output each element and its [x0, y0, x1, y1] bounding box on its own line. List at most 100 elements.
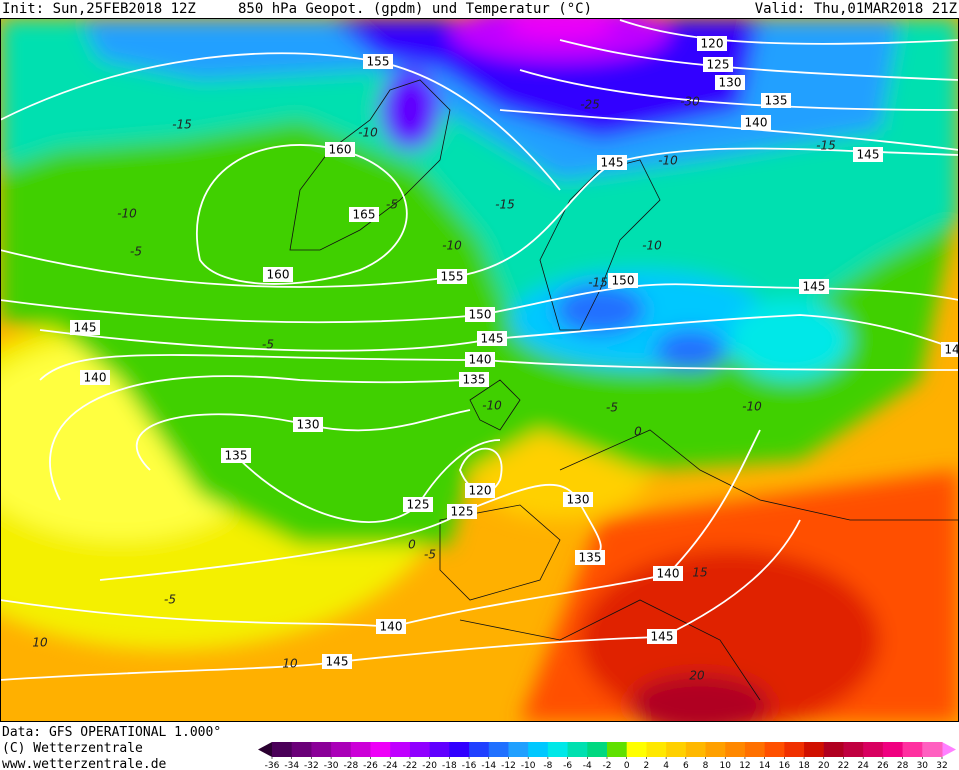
colorbar-segment	[823, 742, 844, 757]
colorbar-tick-label: 22	[838, 761, 849, 770]
temperature-label: -25	[580, 98, 600, 112]
colorbar-under	[258, 742, 272, 757]
geopotential-label: 160	[267, 268, 290, 282]
colorbar-segment	[567, 742, 588, 757]
geopotential-label: 135	[579, 551, 602, 565]
geopotential-label: 145	[857, 148, 880, 162]
geopotential-label-box	[715, 75, 745, 90]
colorbar-tick-label: 6	[683, 761, 689, 770]
geopotential-label: 120	[469, 484, 492, 498]
colorbar-segment	[331, 742, 352, 757]
colorbar-segment	[607, 742, 628, 757]
geopotential-label: 145	[74, 321, 97, 335]
geopotential-label: 135	[463, 373, 486, 387]
colorbar-segment	[311, 742, 332, 757]
colorbar-segment	[902, 742, 923, 757]
geopotential-label-box	[465, 483, 495, 498]
colorbar-tick-label: 16	[779, 761, 791, 770]
colorbar-segment	[725, 742, 746, 757]
geopotential-label: 155	[441, 270, 464, 284]
temperature-label: -15	[816, 139, 836, 153]
temperature-label: -15	[172, 118, 192, 132]
geopotential-label-box	[941, 342, 959, 357]
colorbar-tick-label: -6	[563, 761, 572, 770]
geopotential-label-box	[653, 566, 683, 581]
geopotential-label-box	[647, 629, 677, 644]
colorbar-tick-label: -4	[583, 761, 592, 770]
geopotential-label: 145	[601, 156, 624, 170]
colorbar-tick-label: 28	[897, 761, 909, 770]
valid-time: Valid: Thu,01MAR2018 21Z	[755, 1, 957, 17]
colorbar-tick-label: -28	[343, 761, 358, 770]
colorbar-segment	[922, 742, 943, 757]
geopotential-label-box	[322, 654, 352, 669]
geopotential-label-box	[447, 504, 477, 519]
temperature-label: -15	[495, 198, 515, 212]
geopotential-label-box	[459, 372, 489, 387]
colorbar-segment	[409, 742, 431, 757]
colorbar-segment	[784, 742, 805, 757]
geopotential-label-box	[799, 279, 829, 294]
colorbar-tick-label: -18	[442, 761, 457, 770]
temperature-label: -5	[164, 593, 176, 607]
geopotential-label: 140	[657, 567, 680, 581]
colorbar-segment	[547, 742, 569, 757]
geopotential-label: 14	[944, 343, 959, 357]
colorbar-tick-label: -24	[383, 761, 398, 770]
colorbar-segment	[744, 742, 766, 757]
geopotential-label-box	[363, 54, 393, 69]
colorbar-tick-label: -8	[543, 761, 552, 770]
geopotential-label: 160	[329, 143, 352, 157]
colorbar-tick-label: -2	[603, 761, 612, 770]
colorbar-segment	[370, 742, 391, 757]
geopotential-label-box	[597, 155, 627, 170]
colorbar-tick-label: 32	[936, 761, 947, 770]
geopotential-label-box	[741, 115, 771, 130]
temperature-label: -30	[680, 95, 700, 109]
geopotential-label-box	[761, 93, 791, 108]
colorbar-tick-label: -34	[284, 761, 299, 770]
colorbar-segment	[291, 742, 312, 757]
geopotential-label-box	[263, 267, 293, 282]
geopotential-label: 145	[481, 332, 504, 346]
colorbar-tick-label: 30	[917, 761, 929, 770]
colorbar-tick-label: -22	[403, 761, 418, 770]
colorbar-segment	[390, 742, 411, 757]
colorbar-tick-label: -20	[422, 761, 437, 770]
temperature-label: -10	[358, 126, 378, 140]
colorbar-tick-label: -26	[363, 761, 378, 770]
colorbar-segment	[272, 742, 293, 757]
temperature-label: -5	[424, 548, 436, 562]
temperature-label: 0	[634, 425, 642, 439]
geopotential-label-box	[80, 370, 110, 385]
geopotential-label-box	[70, 320, 100, 335]
geopotential-label: 145	[326, 655, 349, 669]
colorbar-tick-label: 24	[857, 761, 869, 770]
colorbar-segment	[429, 742, 450, 757]
temperature-label: 10	[282, 657, 298, 671]
temperature-label: 10	[32, 636, 48, 650]
colorbar-segment	[666, 742, 687, 757]
geopotential-label: 145	[651, 630, 674, 644]
geopotential-label-box	[575, 550, 605, 565]
geopotential-label-box	[293, 417, 323, 432]
geopotential-label: 155	[367, 55, 390, 69]
geopotential-label: 130	[567, 493, 590, 507]
temperature-label: -10	[442, 239, 462, 253]
temperature-label: -5	[606, 401, 618, 415]
geopotential-label: 135	[765, 94, 788, 108]
geopotential-label-box	[465, 352, 495, 367]
copyright: (C) Wetterzentrale	[2, 741, 143, 756]
colorbar-segment	[705, 742, 726, 757]
init-time: Init: Sun,25FEB2018 12Z	[2, 1, 196, 17]
colorbar-tick-label: 8	[703, 761, 709, 770]
geopotential-label: 130	[719, 76, 742, 90]
temperature-label: -5	[130, 245, 142, 259]
colorbar-segment	[449, 742, 470, 757]
temperature-label: -10	[642, 239, 662, 253]
geopotential-label: 140	[745, 116, 768, 130]
colorbar-tick-label: -30	[324, 761, 339, 770]
geopotential-label: 140	[380, 620, 403, 634]
